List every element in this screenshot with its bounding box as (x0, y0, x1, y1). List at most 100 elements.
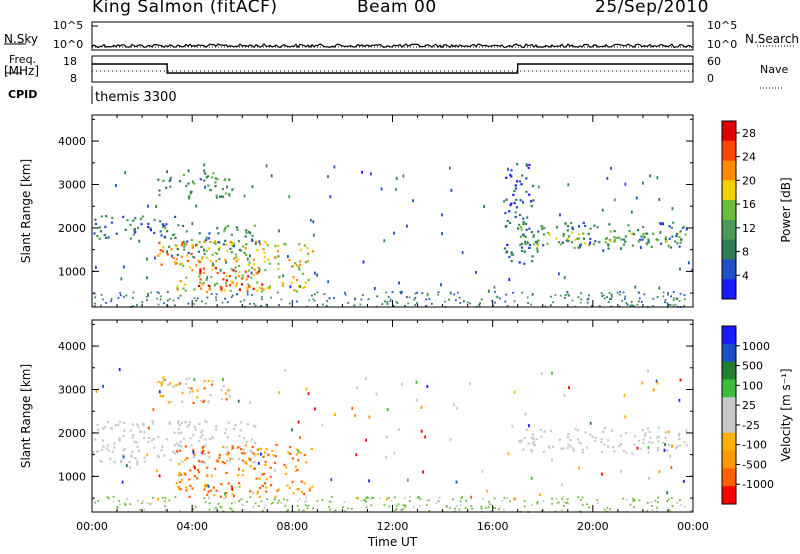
data-cell-8 (525, 164, 528, 167)
ground-cell (231, 294, 234, 297)
data-cell-6 (647, 238, 650, 241)
data-cell-0 (174, 215, 177, 218)
data-cell-5 (158, 189, 161, 192)
speck-cell (524, 412, 527, 416)
data-cell-1 (275, 443, 278, 446)
data-cell-2 (613, 450, 616, 453)
ground-cell (204, 302, 207, 305)
speck-cell (278, 229, 280, 233)
data-cell-7 (555, 237, 558, 240)
data-cell-2 (543, 430, 546, 433)
speck-cell (330, 478, 333, 482)
data-cell-1 (174, 236, 177, 239)
data-cell-2 (571, 447, 575, 450)
data-cell-1 (265, 448, 268, 451)
data-cell-3 (190, 387, 193, 390)
data-cell-1 (206, 473, 209, 477)
data-cell-1 (289, 445, 292, 449)
ground-cell (395, 505, 398, 507)
ground-cell (565, 501, 567, 504)
data-cell-1 (204, 483, 207, 486)
data-cell-0 (98, 237, 101, 240)
data-cell-1 (223, 228, 226, 231)
data-cell-3 (202, 271, 205, 274)
data-cell-6 (570, 221, 573, 225)
ground-cell (224, 297, 226, 300)
ground-cell (299, 498, 301, 500)
speck-cell (312, 220, 315, 224)
data-cell-3 (226, 389, 230, 392)
colorbar-segment (722, 343, 736, 363)
data-cell-3 (201, 256, 204, 259)
data-cell-3 (295, 290, 298, 293)
data-cell-2 (610, 429, 614, 432)
speck-cell (639, 246, 642, 249)
y-tick-label: 2000 (58, 427, 86, 440)
data-cell-0 (197, 440, 201, 443)
panel-1-data (93, 163, 694, 308)
data-cell-2 (664, 431, 667, 434)
speck-cell (291, 428, 293, 432)
ground-cell (219, 505, 222, 508)
speck-cell (424, 435, 426, 439)
data-cell-4 (216, 271, 219, 275)
data-cell-3 (281, 282, 285, 285)
data-cell-2 (562, 447, 565, 450)
ground-cell (365, 506, 368, 509)
data-cell-3 (210, 264, 214, 268)
ground-cell (136, 304, 138, 306)
data-cell-2 (540, 435, 543, 438)
data-cell-0 (224, 432, 227, 435)
data-cell-1 (186, 240, 189, 243)
data-cell-0 (199, 451, 203, 454)
data-cell-6 (685, 228, 688, 231)
ground-cell (354, 298, 356, 301)
data-cell-3 (225, 398, 228, 401)
ground-cell (378, 497, 381, 500)
data-cell-7 (630, 232, 633, 235)
ground-cell (591, 305, 593, 307)
data-cell-1 (218, 456, 221, 459)
speck-cell (223, 492, 226, 496)
nsky-trace (91, 43, 693, 49)
data-cell-3 (180, 262, 184, 265)
data-cell-2 (581, 448, 584, 451)
ground-cell (94, 296, 97, 299)
data-cell-4 (255, 271, 258, 274)
ground-cell (119, 292, 122, 294)
speck-cell (260, 452, 262, 456)
data-cell-6 (608, 223, 611, 226)
data-cell-0 (225, 446, 228, 449)
data-cell-6 (579, 244, 582, 247)
data-cell-2 (585, 446, 589, 449)
data-cell-7 (532, 234, 536, 237)
data-cell-0 (102, 445, 105, 448)
data-cell-1 (273, 461, 277, 465)
data-cell-1 (256, 492, 259, 495)
data-cell-0 (227, 421, 230, 424)
data-cell-3 (203, 380, 206, 383)
data-cell-2 (601, 450, 604, 453)
ground-cell (531, 504, 533, 507)
ground-cell (638, 300, 640, 303)
speck-cell (206, 276, 209, 280)
data-cell-3 (231, 241, 234, 244)
speck-cell (171, 254, 173, 258)
data-cell-0 (178, 444, 181, 447)
data-cell-8 (506, 243, 509, 247)
data-cell-5 (228, 192, 231, 196)
data-cell-1 (245, 231, 248, 234)
data-cell-6 (555, 226, 559, 229)
data-cell-2 (548, 445, 551, 448)
ground-cell (492, 304, 495, 307)
ground-cell (419, 498, 422, 500)
y-tick-label: 2000 (58, 222, 86, 235)
data-cell-7 (655, 238, 658, 241)
data-cell-3 (179, 382, 182, 385)
data-cell-1 (216, 227, 219, 230)
data-cell-8 (520, 183, 523, 186)
speck-cell (539, 493, 542, 496)
data-cell-6 (589, 237, 592, 241)
data-cell-0 (180, 421, 183, 424)
data-cell-8 (532, 184, 535, 187)
